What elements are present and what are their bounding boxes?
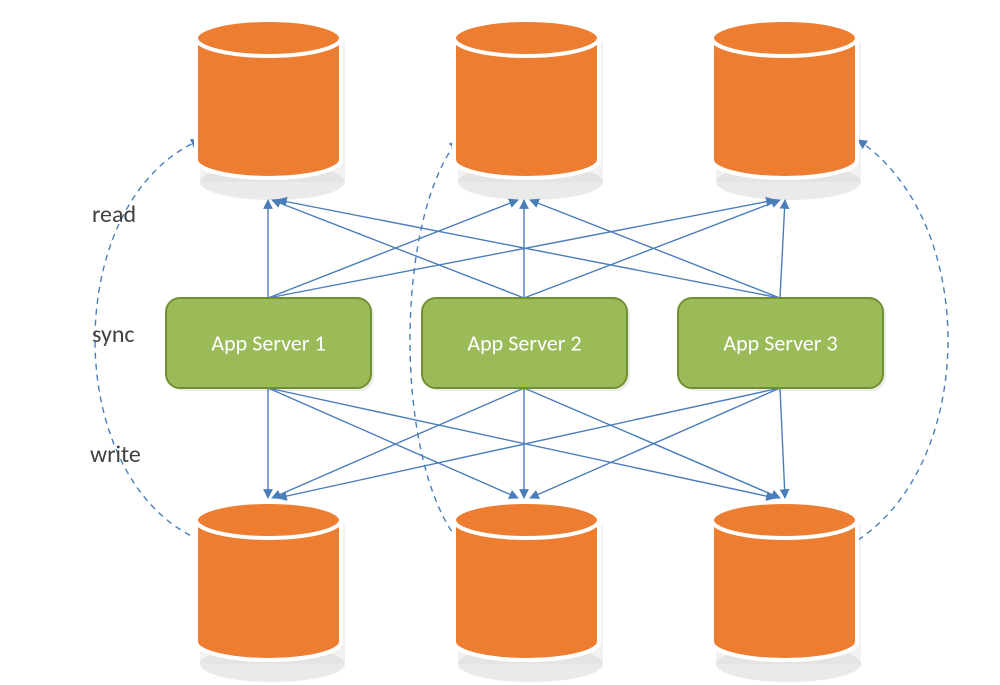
bot-db-1-top xyxy=(196,502,341,538)
write-arrow-6 xyxy=(278,388,780,498)
server-3-label: App Server 3 xyxy=(723,329,837,356)
server-1-label: App Server 1 xyxy=(211,329,325,356)
bot-db-2-body xyxy=(454,520,599,660)
top-db-3-body xyxy=(712,38,857,178)
write-arrow-8 xyxy=(780,388,785,498)
top-db-1-top xyxy=(196,20,341,56)
bot-db-2-top xyxy=(454,502,599,538)
architecture-diagram: App Server 1 App Server 2 App Server 3 rea… xyxy=(0,0,1000,685)
server-2-label: App Server 2 xyxy=(467,329,581,356)
top-db-3-top xyxy=(712,20,857,56)
write-label: write xyxy=(90,440,141,469)
top-db-2-top xyxy=(454,20,599,56)
bot-db-1-body xyxy=(196,520,341,660)
top-db-1-body xyxy=(196,38,341,178)
read-arrow-1 xyxy=(268,200,518,298)
bot-db-3-top xyxy=(712,502,857,538)
bot-db-3-body xyxy=(712,520,857,660)
write-arrow-1 xyxy=(268,388,518,498)
read-arrow-6 xyxy=(278,200,780,298)
read-arrow-3 xyxy=(272,200,524,298)
write-arrow-2 xyxy=(268,388,775,498)
sync-label: sync xyxy=(92,320,135,349)
write-arrow-3 xyxy=(272,388,524,498)
read-label: read xyxy=(92,200,136,229)
read-arrow-8 xyxy=(780,200,785,298)
top-db-2-body xyxy=(454,38,599,178)
read-arrow-2 xyxy=(268,200,775,298)
